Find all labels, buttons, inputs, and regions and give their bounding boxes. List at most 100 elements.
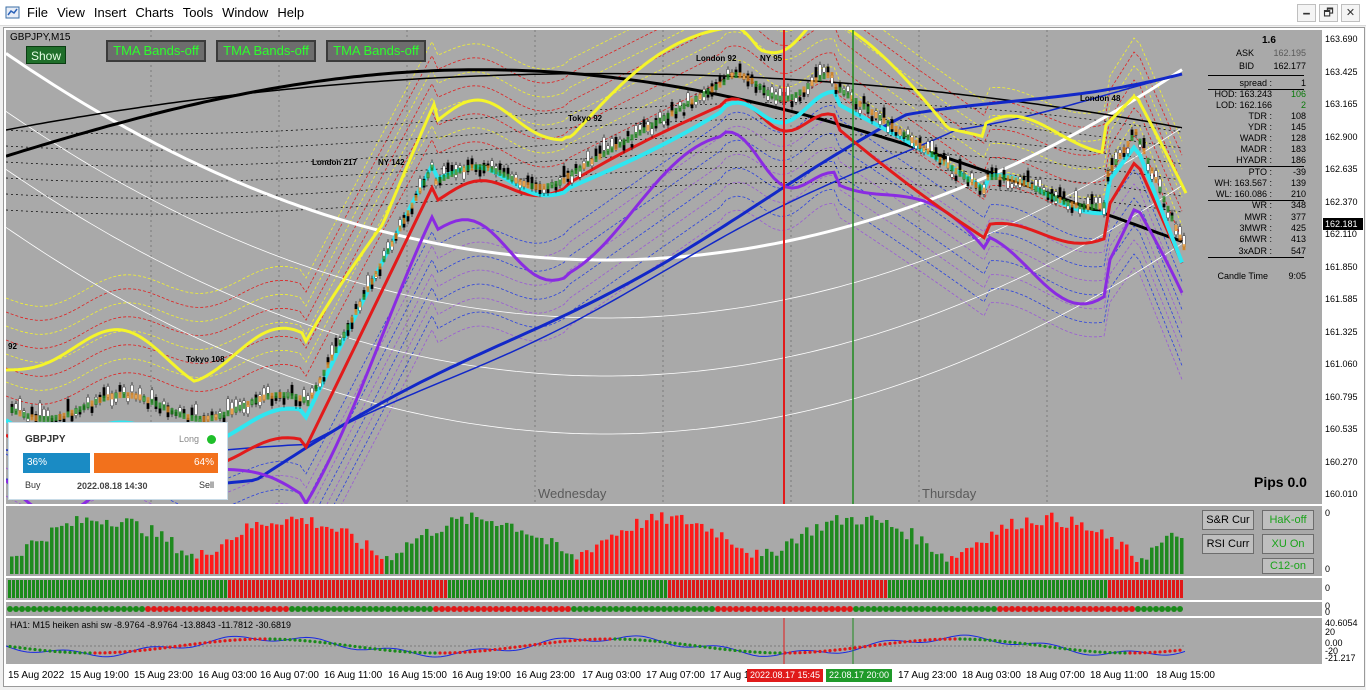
price-tick: 160.535 <box>1325 424 1358 434</box>
trend-bar <box>816 580 819 598</box>
trend-bar <box>740 580 743 598</box>
trend-bar <box>692 580 695 598</box>
trend-bar <box>328 580 331 598</box>
sr-cur-button[interactable]: S&R Cur <box>1202 510 1254 530</box>
price-scale[interactable]: 163.690 163.425 163.165 162.900 162.635 162.3… <box>1322 30 1364 504</box>
oscillator-dot <box>1068 647 1072 651</box>
trend-bar <box>232 580 235 598</box>
menu-insert[interactable]: Insert <box>93 5 127 20</box>
signal-dot <box>745 606 751 612</box>
oscillator-dot <box>988 638 992 642</box>
stat-value: 413 <box>1290 234 1306 244</box>
histogram-bar <box>1055 522 1059 574</box>
histogram-bar <box>1115 549 1119 574</box>
ribbon-bar <box>346 324 350 331</box>
oscillator-dot <box>48 649 52 653</box>
show-button[interactable]: Show <box>26 46 66 64</box>
trend-bar <box>336 580 339 598</box>
histogram-pane[interactable]: S&R Cur HaK-off RSI Curr XU On C12-on <box>6 506 1322 576</box>
ribbon-bar <box>410 202 414 209</box>
hak-off-button[interactable]: HaK-off <box>1262 510 1314 530</box>
signal-dot <box>589 606 595 612</box>
dot-strip-pane[interactable] <box>6 602 1322 616</box>
ma-dashed <box>6 150 1183 183</box>
histogram-bar <box>735 547 739 574</box>
trend-bar <box>884 580 887 598</box>
menu-charts[interactable]: Charts <box>135 5 174 20</box>
rsi-curr-button[interactable]: RSI Curr <box>1202 534 1254 554</box>
histogram-bar <box>185 555 189 574</box>
trend-bar <box>528 580 531 598</box>
ribbon-bar <box>482 164 486 171</box>
oscillator-dot <box>758 650 762 654</box>
minimize-button[interactable]: 🗕 <box>1297 4 1316 22</box>
ribbon-bar <box>550 182 554 189</box>
oscillator-dot <box>818 649 822 654</box>
signal-dot <box>487 606 493 612</box>
restore-button[interactable]: 🗗 <box>1319 4 1338 22</box>
trend-bar <box>480 580 483 598</box>
ribbon-bar <box>386 248 390 255</box>
ribbon-bar <box>1094 203 1098 210</box>
ribbon-bar <box>302 396 306 403</box>
tma-bands-button-1[interactable]: TMA Bands-off <box>106 40 206 62</box>
signal-dot <box>865 606 871 612</box>
histogram-bar <box>585 550 589 574</box>
ribbon-bar <box>86 402 90 409</box>
trend-bar <box>908 580 911 598</box>
oscillator-dot <box>383 648 387 652</box>
ribbon-bar <box>818 74 822 81</box>
tma-bands-button-2[interactable]: TMA Bands-off <box>216 40 316 62</box>
ribbon-bar <box>706 88 710 95</box>
scale-tick: 0.00 <box>1325 638 1343 648</box>
oscillator-dot <box>683 642 687 647</box>
envelope-band <box>6 31 1183 363</box>
xu-on-button[interactable]: XU On <box>1262 534 1314 554</box>
heiken-ashi-pane[interactable]: HA1: M15 heiken ashi sw -8.9764 -8.9764 … <box>6 618 1322 664</box>
ribbon-bar <box>270 392 274 399</box>
oscillator-dot <box>868 644 872 648</box>
signal-dot <box>889 606 895 612</box>
menu-help[interactable]: Help <box>277 5 305 20</box>
candle-body <box>1142 138 1146 149</box>
c12-on-button[interactable]: C12-on <box>1262 558 1314 574</box>
trend-bar <box>1148 580 1151 598</box>
histogram-bar <box>775 555 779 574</box>
oscillator-dot <box>553 640 557 644</box>
ribbon-bar <box>734 72 738 79</box>
oscillator-dot <box>1003 639 1007 644</box>
trend-bar <box>400 580 403 598</box>
trend-bar <box>188 580 191 598</box>
candle-body <box>18 398 22 411</box>
tma-bands-button-3[interactable]: TMA Bands-off <box>326 40 426 62</box>
ribbon-bar <box>586 160 590 167</box>
trend-bar <box>1096 580 1099 598</box>
red-vline-tag: 2022.08.17 15:45 <box>747 669 824 682</box>
ribbon-bar <box>1074 202 1078 209</box>
stat-label: HOD: 163.243 <box>1214 89 1272 99</box>
time-axis[interactable]: 15 Aug 2022 15 Aug 19:00 15 Aug 23:00 16 Au… <box>6 666 1322 686</box>
menu-view[interactable]: View <box>56 5 85 20</box>
ribbon-bar <box>578 165 582 172</box>
menu-window[interactable]: Window <box>222 5 269 20</box>
main-chart-pane[interactable]: GBPJPY,M15 Show TMA Bands-off TMA Bands-… <box>6 30 1322 504</box>
signal-dot <box>775 606 781 612</box>
time-tick: 18 Aug 11:00 <box>1090 670 1149 681</box>
histogram-bar <box>275 524 279 574</box>
ribbon-bar <box>350 316 354 323</box>
ribbon-bar <box>338 339 342 346</box>
trend-bar <box>348 580 351 598</box>
oscillator-dot <box>1118 651 1122 655</box>
menu-tools[interactable]: Tools <box>182 5 214 20</box>
histogram-bar <box>1005 528 1009 574</box>
close-button[interactable]: ✕ <box>1341 4 1360 22</box>
trend-bar-pane[interactable] <box>6 578 1322 600</box>
menu-file[interactable]: File <box>27 5 48 20</box>
oscillator-dot <box>463 650 467 654</box>
histogram-bar <box>300 518 304 574</box>
ribbon-bar <box>974 182 978 188</box>
trend-bar <box>164 580 167 598</box>
trend-bar <box>628 580 631 598</box>
trend-bar <box>172 580 175 598</box>
signal-dot <box>1123 606 1129 612</box>
